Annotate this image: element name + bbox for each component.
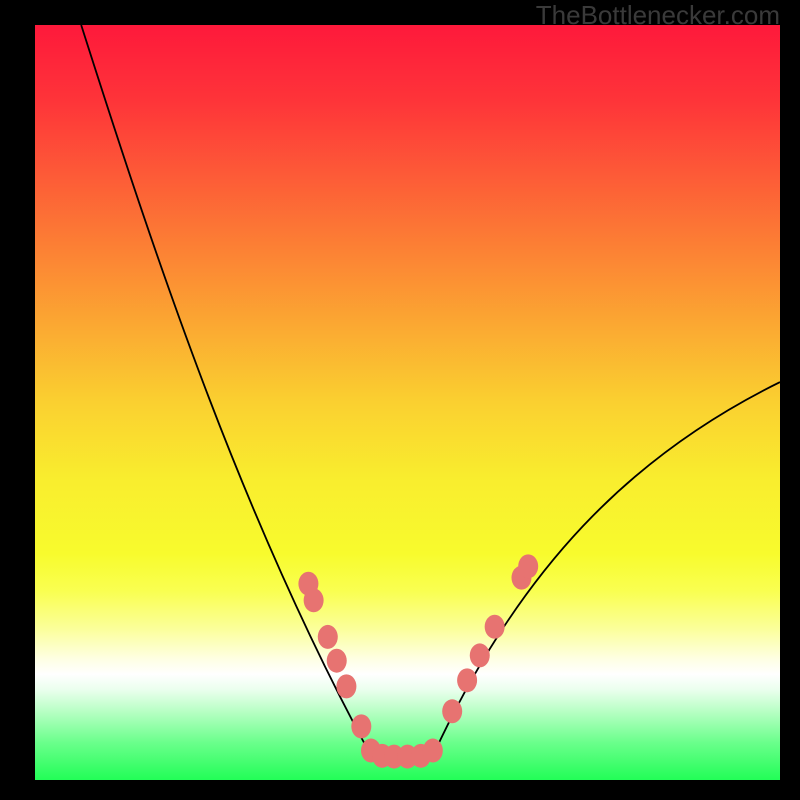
curve-marker xyxy=(485,615,505,639)
curve-marker xyxy=(336,674,356,698)
curve-right_branch xyxy=(434,382,780,754)
curve-marker xyxy=(518,554,538,578)
curve-marker xyxy=(327,649,347,673)
watermark-text: TheBottlenecker.com xyxy=(536,0,780,31)
curve-marker xyxy=(304,588,324,612)
curve-marker xyxy=(470,643,490,667)
curve-overlay xyxy=(35,25,780,780)
chart-canvas: TheBottlenecker.com xyxy=(0,0,800,800)
curve-marker xyxy=(442,699,462,723)
curve-marker xyxy=(351,714,371,738)
curve-marker xyxy=(423,739,443,763)
curve-marker xyxy=(318,625,338,649)
plot-area xyxy=(35,25,780,780)
curve-marker xyxy=(457,668,477,692)
